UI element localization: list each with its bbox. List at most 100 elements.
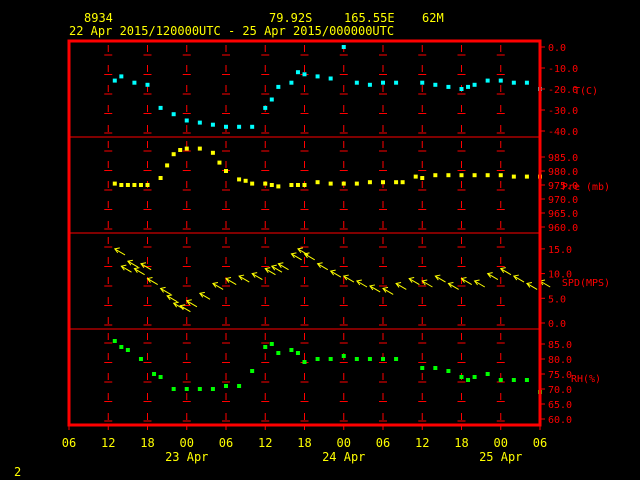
- pressure-point: [433, 173, 438, 178]
- wind-arrow-shaft: [297, 248, 309, 256]
- wind-arrow: [499, 267, 512, 276]
- wind-arrow-shaft: [160, 287, 172, 295]
- page-number: 2: [14, 465, 21, 479]
- wind-arrow-shaft: [539, 280, 551, 288]
- x-tick-label: 00: [337, 436, 351, 450]
- temperature-point: [433, 82, 438, 87]
- pressure-point: [263, 181, 268, 186]
- wind-arrow-head: [297, 247, 304, 254]
- wind-arrow-head: [473, 279, 480, 286]
- wind-arrow-shaft: [382, 287, 394, 295]
- wind-arrow-shaft: [461, 278, 472, 285]
- station-id: 8934: [84, 11, 113, 25]
- pressure-point: [125, 183, 130, 187]
- wind-arrow: [140, 262, 152, 271]
- wind-arrow-shaft: [421, 280, 433, 288]
- pressure-point: [138, 183, 143, 187]
- wind-arrow-head: [270, 264, 277, 271]
- rh-point: [171, 387, 176, 391]
- pressure-point: [132, 183, 137, 187]
- wind-arrow: [408, 277, 420, 285]
- temperature-point: [381, 80, 385, 85]
- axis-layer: 06 12 18 00 06 12 18 00 06 12 18 00 06 23 Apr 24 Apr 25…: [62, 43, 610, 464]
- pressure-point: [341, 181, 346, 186]
- wind-arrow-head: [355, 279, 362, 286]
- wind-arrow: [290, 252, 302, 261]
- y-tick-label: -20.0: [548, 85, 578, 96]
- temperature-point: [119, 74, 124, 79]
- wind-arrow: [382, 286, 394, 295]
- wind-arrow: [185, 299, 198, 308]
- wind-arrow-shaft: [526, 283, 538, 290]
- x-tick-label: 18: [454, 436, 468, 450]
- y-tick-label: 80.0: [548, 355, 572, 366]
- rh-point: [459, 375, 464, 379]
- wind-arrow: [133, 267, 145, 276]
- rh-point: [302, 360, 307, 364]
- wind-arrow-shaft: [271, 265, 283, 273]
- wind-arrow: [486, 272, 499, 281]
- wind-arrow-head: [316, 262, 323, 269]
- wind-arrow: [120, 264, 132, 273]
- rh-point: [184, 387, 189, 391]
- temperature-point: [511, 80, 516, 85]
- wind-arrow-shaft: [408, 278, 420, 285]
- rh-point: [158, 375, 163, 379]
- wind-arrow: [251, 272, 263, 281]
- pressure-point: [197, 146, 202, 151]
- wind-arrow-shaft: [474, 280, 486, 288]
- y-tick-label: 15.0: [548, 245, 572, 256]
- rh-point: [315, 357, 320, 361]
- pressure-point: [381, 180, 385, 185]
- temperature-point: [446, 84, 451, 89]
- rh-point: [276, 351, 281, 355]
- y-tick-label: 980.0: [548, 167, 578, 178]
- wind-arrow-shaft: [304, 253, 315, 261]
- rh-point: [224, 384, 228, 388]
- temperature-point: [315, 74, 320, 79]
- rh-point: [138, 357, 143, 361]
- temperature-point: [210, 122, 215, 127]
- rh-point: [341, 354, 346, 358]
- pressure-point: [119, 183, 124, 187]
- pressure-point: [524, 174, 529, 179]
- pressure-point: [302, 183, 307, 187]
- panel-label: SPD(MPS): [562, 278, 610, 289]
- wind-arrow: [238, 274, 250, 283]
- wind-arrow-shaft: [369, 285, 381, 293]
- wind-arrow-head: [251, 272, 258, 278]
- pressure-point: [413, 174, 418, 179]
- temperature-point: [224, 124, 228, 129]
- rh-point: [433, 366, 438, 370]
- wind-arrow-head: [486, 272, 493, 278]
- panel-label: RH(%): [571, 374, 601, 385]
- pressure-point: [184, 146, 189, 151]
- wind-arrow-shaft: [291, 253, 302, 261]
- temperature-point: [341, 45, 346, 49]
- pressure-point: [276, 184, 281, 189]
- pressure-point: [315, 180, 320, 185]
- rh-point: [125, 348, 130, 352]
- y-tick-label: 10.0: [548, 270, 572, 281]
- pressure-point: [394, 180, 399, 185]
- wind-arrow: [473, 279, 486, 288]
- temperature-point: [171, 112, 176, 117]
- rh-point: [498, 378, 503, 382]
- wind-arrow-head: [120, 264, 127, 271]
- rh-point: [250, 369, 255, 373]
- rh-point: [446, 369, 451, 373]
- wind-arrow: [159, 286, 172, 295]
- wind-arrow-shaft: [212, 283, 224, 290]
- wind-arrow-shaft: [166, 295, 178, 303]
- panel-label: Pre (mb): [562, 182, 610, 193]
- x-tick-label: 18: [297, 436, 311, 450]
- wind-arrow-shaft: [343, 275, 355, 283]
- wind-arrow-head: [434, 274, 441, 281]
- pressure-point: [472, 173, 477, 178]
- wind-arrow: [447, 281, 459, 290]
- wind-arrow: [264, 267, 276, 276]
- pressure-point: [112, 181, 117, 186]
- wind-arrow-shaft: [500, 268, 512, 276]
- y-tick-label: 960.0: [548, 223, 578, 234]
